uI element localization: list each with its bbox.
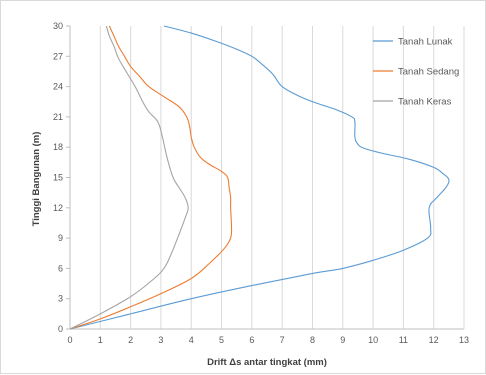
series-line-tanah-sedang <box>69 25 233 330</box>
x-tick-label: 11 <box>399 335 408 345</box>
x-tick-label: 3 <box>158 335 163 345</box>
series-lines <box>69 25 450 330</box>
x-tick-label: 5 <box>219 335 224 345</box>
y-tick-label: 18 <box>53 142 63 152</box>
x-tick-label: 7 <box>280 335 285 345</box>
legend-label-tanah-keras: Tanah Keras <box>398 97 452 108</box>
y-tick-label: 15 <box>53 173 63 183</box>
legend: Tanah Lunak Tanah Sedang Tanah Keras <box>373 37 459 108</box>
x-tick-label: 0 <box>67 335 72 345</box>
y-tick-label: 9 <box>58 233 63 243</box>
x-axis-title: Drift Δs antar tingkat (mm) <box>207 357 327 368</box>
y-tick-label: 21 <box>53 112 63 122</box>
y-tick-label: 3 <box>58 294 63 304</box>
series-line-tanah-lunak <box>69 25 450 330</box>
y-tick-label: 0 <box>58 324 63 334</box>
series-line-tanah-keras <box>69 25 189 330</box>
y-tick-label: 24 <box>53 82 63 92</box>
y-tick-label: 30 <box>53 21 63 31</box>
x-tick-label: 12 <box>429 335 439 345</box>
x-tick-label: 1 <box>98 335 103 345</box>
x-tick-label: 10 <box>368 335 378 345</box>
y-tick-label: 27 <box>53 51 63 61</box>
x-tick-label: 9 <box>340 335 345 345</box>
x-tick-label: 8 <box>310 335 315 345</box>
x-tick-label: 13 <box>459 335 469 345</box>
y-axis-title: Tinggi Bangunan (m) <box>31 132 42 227</box>
x-tick-label: 4 <box>189 335 194 345</box>
y-tick-label: 6 <box>58 263 63 273</box>
y-tick-label: 12 <box>53 203 63 213</box>
legend-label-tanah-lunak: Tanah Lunak <box>398 37 453 48</box>
legend-label-tanah-sedang: Tanah Sedang <box>398 67 459 78</box>
gridlines <box>99 26 465 329</box>
x-tick-label: 2 <box>128 335 133 345</box>
x-tick-label: 6 <box>249 335 254 345</box>
